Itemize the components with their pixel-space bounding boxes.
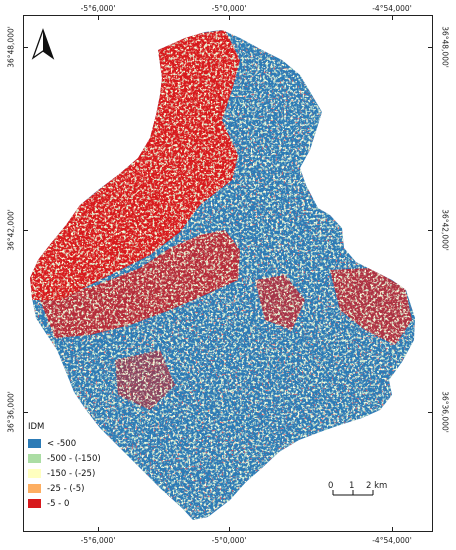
- legend-item: -25 - (-5): [28, 481, 101, 496]
- legend-swatch-yellow: [28, 469, 41, 478]
- legend-label: < -500: [47, 438, 77, 449]
- tick-top-3: [392, 15, 393, 20]
- tick-bottom-1: [98, 527, 99, 532]
- legend-swatch-green: [28, 454, 41, 463]
- coord-bottom-1: -5°6,000': [80, 536, 116, 545]
- legend-item: -5 - 0: [28, 496, 101, 511]
- legend-label: -5 - 0: [47, 498, 70, 509]
- legend-label: -150 - (-25): [47, 468, 96, 479]
- legend-title: IDM: [28, 422, 45, 432]
- tick-right-2: [428, 230, 433, 231]
- coord-bottom-3: -4°54,000': [372, 536, 412, 545]
- tick-right-3: [428, 412, 433, 413]
- coord-bottom-2: -5°0,000': [211, 536, 247, 545]
- scale-bar: [332, 490, 374, 496]
- tick-right-1: [428, 47, 433, 48]
- tick-bottom-3: [392, 527, 393, 532]
- legend-swatch-blue: [28, 439, 41, 448]
- legend-label: -500 - (-150): [47, 453, 101, 464]
- coord-top-2: -5°0,000': [211, 4, 247, 13]
- north-arrow: [31, 28, 55, 60]
- coord-top-1: -5°6,000': [80, 4, 116, 13]
- legend: IDM < -500 -500 - (-150) -150 - (-25) -2…: [28, 422, 101, 511]
- tick-left-1: [23, 47, 28, 48]
- legend-label: -25 - (-5): [47, 483, 85, 494]
- scale-label-1: 1: [349, 481, 355, 491]
- tick-top-1: [98, 15, 99, 20]
- scale-label-2: 2 km: [366, 481, 388, 491]
- tick-left-3: [23, 412, 28, 413]
- scale-label-0: 0: [328, 481, 334, 491]
- tick-bottom-2: [229, 527, 230, 532]
- legend-swatch-red: [28, 499, 41, 508]
- legend-swatch-orange: [28, 484, 41, 493]
- tick-left-2: [23, 230, 28, 231]
- tick-top-2: [229, 15, 230, 20]
- coord-top-3: -4°54,000': [372, 4, 412, 13]
- legend-item: -500 - (-150): [28, 451, 101, 466]
- legend-item: < -500: [28, 436, 101, 451]
- legend-item: -150 - (-25): [28, 466, 101, 481]
